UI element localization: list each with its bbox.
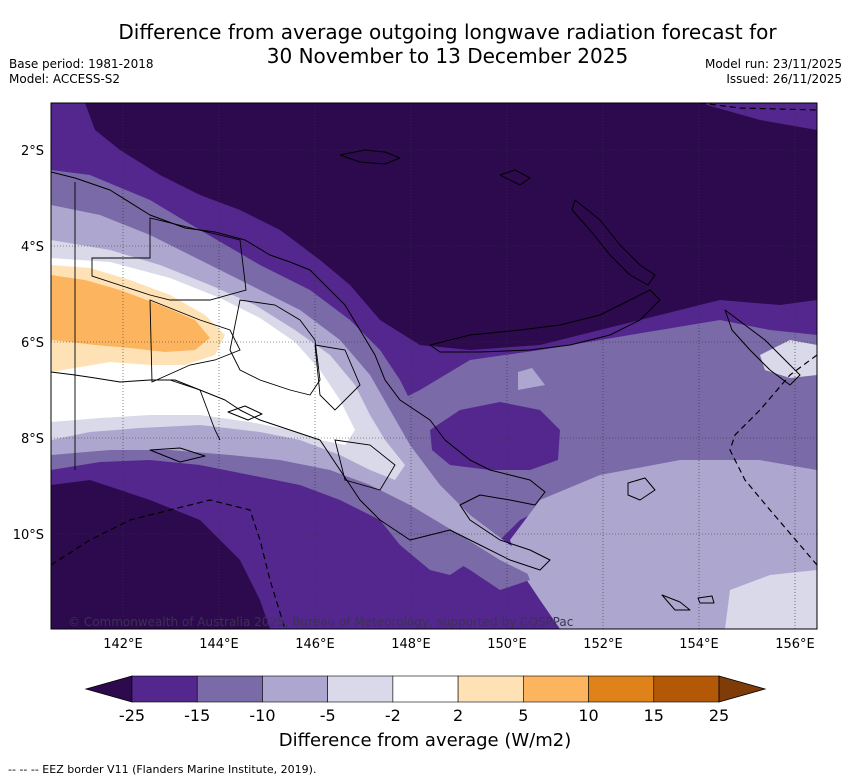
border-sandaun (91, 217, 247, 301)
province-borders (74, 182, 396, 491)
grid-lines (51, 103, 817, 629)
manus-coast (339, 149, 401, 165)
new-ireland-coast (571, 199, 656, 286)
border-east-sepik (149, 299, 241, 383)
island-2 (627, 477, 656, 501)
lon-tick-label: 154°E (679, 637, 719, 652)
colorbar-title: Difference from average (W/m2) (278, 730, 572, 751)
colorbar-tick-label: 25 (709, 706, 729, 725)
lon-tick-label: 156°E (775, 637, 815, 652)
colorbar-tick-label: -2 (385, 706, 401, 725)
colorbar-segment (196, 675, 263, 703)
colorbar-segment (262, 675, 328, 703)
border-gulf (314, 344, 361, 411)
colorbar-segment (392, 675, 459, 703)
lat-tick-label: 4°S (21, 240, 44, 255)
colorbar-tick-label: -10 (249, 706, 275, 725)
run-info: Model run: 23/11/2025 Issued: 26/11/2025 (705, 57, 842, 87)
border-south (169, 379, 221, 441)
border-central (334, 439, 396, 491)
lon-tick-label: 152°E (583, 637, 623, 652)
colorbar-segment (457, 675, 524, 703)
lon-tick-label: 146°E (295, 637, 335, 652)
map-frame (50, 102, 818, 630)
colorbar-extend-low (84, 675, 133, 703)
lon-tick-label: 150°E (487, 637, 527, 652)
colorbar-tick-label: 15 (644, 706, 664, 725)
lat-tick-label: 8°S (21, 432, 44, 447)
issued-date: Issued: 26/11/2025 (726, 72, 842, 86)
colorbar-tick-label: 5 (518, 706, 528, 725)
model-info: Base period: 1981-2018 Model: ACCESS-S2 (9, 57, 154, 87)
island-1 (499, 169, 531, 186)
bougainville-coast (724, 309, 801, 386)
lat-tick-label: 2°S (21, 144, 44, 159)
colorbar-extend-high (718, 675, 767, 703)
band-central-blob (430, 402, 560, 470)
lon-tick-label: 142°E (103, 637, 143, 652)
island-4 (697, 595, 715, 604)
colorbar-tick-label: -5 (320, 706, 336, 725)
lat-tick-label: 10°S (13, 528, 44, 543)
coastlines (51, 149, 801, 611)
lat-axis: 2°S 4°S 6°S 8°S 10°S (13, 144, 44, 543)
band-southwest-strong-negative (51, 480, 270, 629)
copyright-notice: © Commonwealth of Australia 2025, Bureau… (68, 615, 573, 629)
new-britain-coast (429, 289, 661, 353)
new-guinea-coast (51, 171, 551, 571)
title-line-1: Difference from average outgoing longwav… (118, 20, 777, 44)
lon-tick-label: 144°E (199, 637, 239, 652)
spot-central-weak (518, 368, 545, 390)
title-line-2: 30 November to 13 December 2025 (266, 44, 629, 68)
island-3 (661, 594, 691, 611)
band-east-near-zero (725, 570, 817, 629)
border-highlands (229, 299, 321, 396)
colorbar-tick-label: -25 (119, 706, 145, 725)
colorbar-tick-label: 2 (453, 706, 463, 725)
colorbar-segment (131, 675, 198, 703)
lon-tick-label: 148°E (391, 637, 431, 652)
olr-anomaly-field (51, 103, 817, 629)
colorbar: -25 -15 -10 -5 -2 2 5 10 15 25 (84, 675, 767, 725)
eez-footnote: -- -- -- EEZ border V11 (Flanders Marine… (8, 763, 317, 776)
base-period: Base period: 1981-2018 (9, 57, 154, 71)
model-name: Model: ACCESS-S2 (9, 72, 121, 86)
colorbar-segment (327, 675, 394, 703)
chart-title: Difference from average outgoing longwav… (0, 20, 850, 68)
band-north-strong-negative (85, 103, 817, 350)
lon-axis: 142°E 144°E 146°E 148°E 150°E 152°E 154°… (103, 637, 815, 652)
lat-tick-label: 6°S (21, 336, 44, 351)
colorbar-tick-label: 10 (578, 706, 598, 725)
model-run-date: Model run: 23/11/2025 (704, 57, 842, 71)
colorbar-tick-label: -15 (184, 706, 210, 725)
band-west-positive (51, 275, 210, 352)
island-6 (149, 447, 206, 463)
colorbar-segment (653, 675, 720, 703)
island-5 (227, 405, 263, 421)
colorbar-segment (588, 675, 655, 703)
colorbar-segment (523, 675, 589, 703)
eez-borders (50, 102, 818, 630)
